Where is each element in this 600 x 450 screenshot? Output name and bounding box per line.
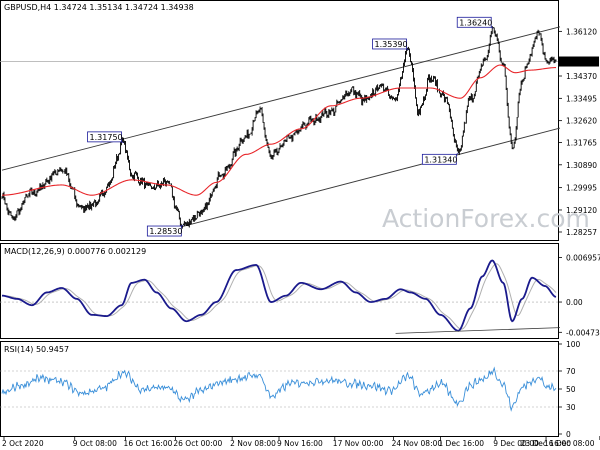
x-tick-label: 9 Oct 08:00 [73,439,117,448]
rsi-y-tick-label: 100 [566,340,581,349]
last-price-label: 1.34938 [566,58,597,67]
macd-trendline [395,327,560,334]
x-tick-label: 26 Oct 00:00 [173,439,222,448]
price-annotation: 1.31750 [87,131,124,144]
price-annotation-label: 1.36240 [459,18,492,27]
rsi-title: RSI(14) 50.9457 [4,345,69,354]
price-y-tick-label: 1.31765 [566,138,597,147]
rsi-y-tick-label: 0 [566,430,571,439]
price-bars [1,26,557,229]
macd-y-tick-label: 0.006957 [566,254,600,263]
x-tick-label: 1 Dec 16:00 [438,439,484,448]
price-annotation: 1.36240 [456,16,494,29]
price-annotation-leader [491,26,494,29]
macd-y-tick-label: 0.00 [566,298,583,307]
price-annotation-label: 1.31750 [90,133,123,142]
price-annotation-label: 1.35390 [375,40,408,49]
moving-average-line [1,64,557,196]
watermark: ActionForex.com [382,204,590,233]
price-annotation-leader [121,141,124,144]
price-annotation-box [456,16,492,28]
x-tick-label: 24 Nov 08:00 [392,439,443,448]
price-annotation: 1.35390 [372,38,409,51]
price-y-tick-label: 1.28257 [566,228,597,237]
price-annotation-label: 1.31340 [424,155,457,164]
price-y-tick-label: 1.29120 [566,206,597,215]
price-annotation-label: 1.28530 [149,227,182,236]
price-annotation-box [87,131,122,143]
x-tick-label: 16 Oct 16:00 [124,439,173,448]
price-layer: 1.31750 1.28530 1.35390 1.31340 1.36240 [0,16,561,237]
macd-layer [0,259,560,334]
macd-panel [0,243,559,339]
x-tick-label: 2 Nov 08:00 [230,439,276,448]
x-tick-label: 9 Dec 00:00 [493,439,539,448]
price-annotation-box [146,225,182,237]
price-annotation: 1.31340 [421,153,459,165]
price-y-tick-label: 1.36120 [566,27,597,36]
x-tick-label: 2 Oct 2020 [2,439,44,448]
price-title: GBPUSD,H4 1.34724 1.35134 1.34724 1.3493… [4,3,194,12]
rsi-panel [0,341,559,437]
price-y-tick-label: 1.29995 [566,184,597,193]
x-tick-label: 9 Nov 16:00 [277,439,323,448]
last-price-box [559,56,599,67]
channel-upper-line [1,26,561,171]
axis-layer: 1.36120 1.34938 1.34370 1.33495 1.32620 1.317… [2,27,600,448]
price-annotation-leader [456,153,459,155]
channel-lower-line [181,127,561,228]
rsi-layer [0,366,558,412]
rsi-line [1,366,557,412]
rsi-y-tick-label: 50 [566,385,576,394]
price-annotation-box [421,153,457,165]
x-tick-label: 17 Nov 00:00 [333,439,384,448]
price-y-tick-label: 1.33495 [566,94,597,103]
price-annotation-box [372,38,407,50]
macd-title: MACD(12,26,9) 0.000776 0.002129 [4,247,146,256]
macd-signal-line [1,263,557,330]
rsi-y-tick-label: 30 [566,403,576,412]
price-annotation-leader [181,224,184,227]
price-y-tick-label: 1.34370 [566,72,597,81]
macd-line [1,259,557,332]
x-tick-label: 23 Dec 16:00 [521,439,572,448]
price-annotation-leader [406,48,409,51]
rsi-y-tick-label: 70 [566,367,576,376]
x-tick-label: 16 Dec 08:00 [544,439,595,448]
price-annotation: 1.28530 [146,224,184,237]
price-y-tick-label: 1.32620 [566,117,597,126]
macd-y-tick-label: -0.004736 [566,328,600,337]
price-y-tick-label: 1.30890 [566,161,597,170]
